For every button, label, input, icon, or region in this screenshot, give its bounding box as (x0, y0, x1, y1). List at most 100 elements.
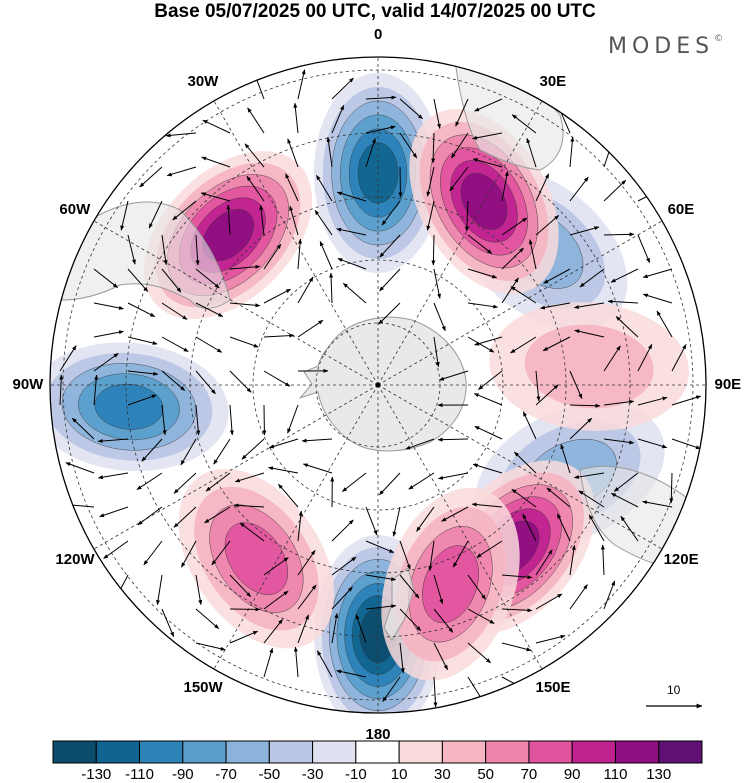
wind-arrow (379, 472, 401, 496)
wind-arrow (556, 513, 571, 542)
wind-arrow (416, 506, 435, 532)
wind-arrow (467, 608, 495, 624)
wind-arrow (226, 204, 231, 236)
wind-arrow (326, 136, 333, 168)
meridian-line (93, 220, 379, 386)
wind-arrow (127, 370, 159, 376)
meridian-line (377, 384, 663, 550)
longitude-label: 30E (539, 72, 567, 90)
colorbar-swatch (571, 740, 616, 764)
longitude-label: 30W (187, 72, 219, 90)
wind-arrow (161, 234, 168, 266)
wind-arrow (398, 166, 403, 198)
wind-arrow (603, 438, 635, 445)
south-america-land (59, 201, 231, 309)
wind-arrow (293, 646, 299, 678)
wind-arrow (141, 438, 163, 462)
wind-arrow (569, 370, 583, 400)
longitude-label: 90E (714, 376, 742, 393)
wind-vectors (59, 69, 702, 708)
wind-arrow (569, 226, 600, 236)
map-border (49, 56, 707, 714)
wind-arrow (399, 574, 420, 599)
wind-arrow (268, 466, 299, 474)
colorbar-tick-label: 10 (390, 766, 408, 783)
wind-arrow (615, 316, 639, 338)
wind-arrow (213, 438, 231, 465)
wind-arrow (535, 634, 566, 644)
colorbar-tick-label: 50 (477, 766, 494, 783)
wind-arrow (426, 166, 435, 197)
wind-arrow (501, 574, 533, 580)
wind-arrow (120, 200, 129, 231)
colorbar-tick-label: -110 (125, 766, 154, 783)
wind-arrow (526, 137, 537, 168)
wind-arrow (127, 394, 157, 406)
wind-arrow (560, 443, 571, 474)
wind-arrow (637, 234, 651, 264)
wind-arrow (474, 336, 503, 346)
wind-arrow (399, 132, 418, 159)
wind-arrow (669, 472, 674, 504)
colorbar-swatch (139, 740, 184, 764)
wind-arrow (195, 302, 224, 318)
wind-arrow (93, 268, 118, 288)
wind-arrow (610, 492, 639, 508)
wind-arrow (93, 330, 124, 338)
wind-arrow (365, 540, 395, 554)
wind-arrow (316, 650, 333, 678)
colorbar-tick-label: -90 (171, 766, 194, 783)
wind-arrow (610, 268, 639, 283)
latitude-circle (252, 259, 504, 511)
wind-arrow (195, 370, 216, 395)
wind-arrow (314, 209, 333, 236)
colorbar-swatch (398, 740, 443, 764)
wind-arrow (671, 344, 687, 372)
wind-arrow (642, 500, 673, 508)
wind-arrow (431, 132, 436, 164)
wind-arrow (637, 438, 668, 449)
wind-arrow (535, 215, 560, 236)
new-zealand-land (383, 567, 415, 641)
wind-arrow (278, 483, 299, 508)
wind-arrow (319, 240, 333, 270)
wind-arrow (239, 522, 265, 542)
wind-arrow (229, 264, 261, 270)
wind-arrow (569, 136, 575, 168)
wind-arrow (501, 642, 532, 652)
wind-arrow (336, 227, 367, 236)
wind-arrow (148, 200, 163, 229)
wind-arrow (244, 143, 265, 168)
anomaly-cell-negative (50, 342, 229, 472)
wind-arrow (195, 574, 203, 606)
wind-arrow (656, 310, 673, 338)
wind-arrow (195, 642, 226, 651)
colorbar-tick-label: 70 (520, 766, 538, 783)
wind-arrow (161, 336, 189, 353)
wind-arrow (229, 630, 259, 644)
wind-arrow (501, 277, 519, 304)
wind-arrow (379, 234, 401, 258)
wind-arrow (433, 676, 438, 708)
wind-arrow (211, 540, 231, 566)
south-pole-marker (375, 382, 381, 388)
wind-arrow (379, 268, 401, 292)
wind-arrow (511, 488, 537, 508)
wind-arrow (467, 336, 495, 353)
wind-arrow (535, 173, 550, 202)
wind-arrow (229, 404, 234, 436)
wind-arrow (478, 370, 503, 390)
wind-arrow (671, 438, 701, 450)
meridian-line (213, 384, 379, 670)
antarctica-land (298, 316, 467, 452)
wind-arrow (195, 234, 200, 266)
wind-arrow (542, 336, 571, 352)
colorbar-tick-label: 110 (603, 766, 628, 783)
wind-arrow (331, 519, 354, 542)
map-title: Base 05/07/2025 00 UTC, valid 14/07/2025… (154, 1, 596, 22)
wind-arrow (161, 370, 186, 391)
wind-arrow (259, 204, 265, 236)
wind-arrow (579, 268, 605, 288)
modes-logo: MODES© (608, 34, 723, 59)
wind-arrow (302, 463, 333, 474)
